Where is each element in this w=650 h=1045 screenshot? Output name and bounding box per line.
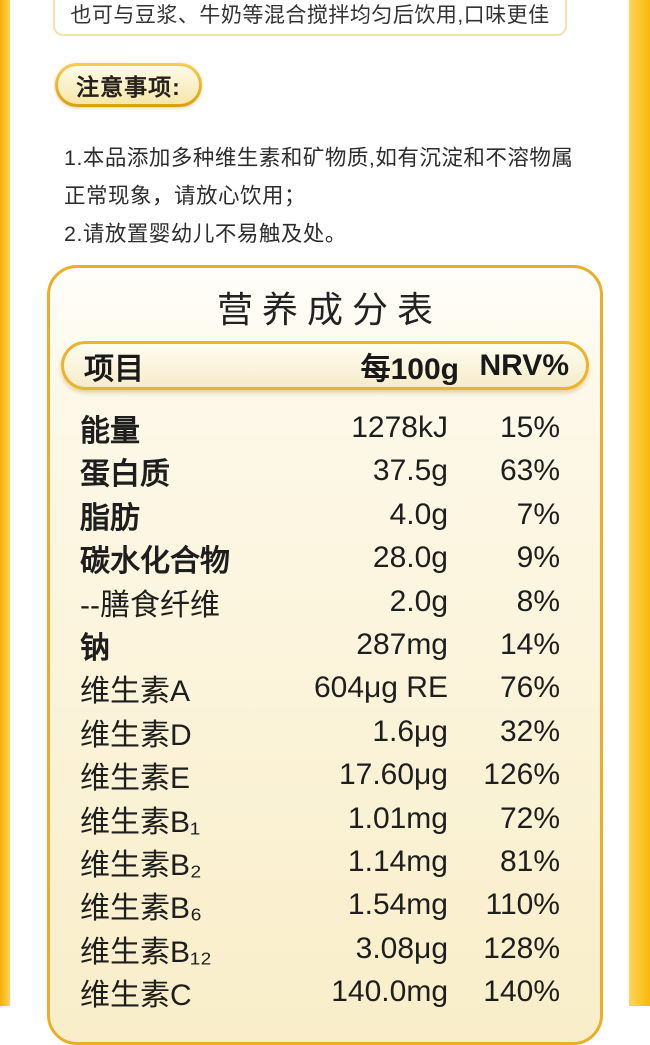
usage-note-card: 也可与豆浆、牛奶等混合搅拌均匀后饮用,口味更佳 bbox=[53, 0, 567, 36]
column-header-nrv: NRV% bbox=[479, 349, 569, 382]
nutrition-table-body: 能量 1278kJ 15% 蛋白质 37.5g 63% 脂肪 4.0g 7% 碳… bbox=[50, 406, 600, 1013]
nutrient-amount: 1.6μg bbox=[372, 714, 448, 748]
notice-line: 1.本品添加多种维生素和矿物质,如有沉淀和不溶物属 bbox=[64, 146, 574, 170]
table-row: 蛋白质 37.5g 63% bbox=[80, 449, 560, 492]
left-yellow-rail bbox=[0, 0, 10, 1006]
nutrient-amount: 287mg bbox=[356, 627, 448, 661]
nutrition-facts-card: 营养成分表 项目 每100g NRV% 能量 1278kJ 15% 蛋白质 37… bbox=[47, 265, 603, 1045]
nutrient-amount: 1278kJ bbox=[351, 411, 448, 444]
nutrient-nrv: 140% bbox=[483, 975, 560, 1009]
nutrient-nrv: 32% bbox=[499, 714, 560, 748]
table-row: 维生素B₂ 1.14mg 81% bbox=[80, 840, 560, 883]
nutrient-name: 维生素D bbox=[80, 718, 192, 752]
nutrient-nrv: 63% bbox=[499, 454, 560, 488]
nutrient-nrv: 7% bbox=[516, 497, 560, 531]
nutrient-name: 维生素B₁ bbox=[80, 805, 201, 839]
nutrient-amount: 17.60μg bbox=[338, 758, 448, 792]
nutrient-nrv: 8% bbox=[516, 584, 560, 618]
table-row: 能量 1278kJ 15% bbox=[80, 406, 560, 449]
nutrient-nrv: 72% bbox=[499, 801, 560, 835]
nutrient-name: 维生素B₁₂ bbox=[80, 935, 212, 969]
table-row: 维生素E 17.60μg 126% bbox=[80, 753, 560, 796]
nutrient-nrv: 81% bbox=[499, 844, 560, 878]
nutrient-name: 能量 bbox=[80, 415, 140, 448]
nutrient-amount: 1.14mg bbox=[347, 844, 448, 878]
nutrient-name: 碳水化合物 bbox=[80, 545, 230, 579]
table-row: 维生素B₁ 1.01mg 72% bbox=[80, 797, 560, 840]
nutrient-name: 维生素B₂ bbox=[80, 848, 202, 882]
nutrient-name: 维生素B₆ bbox=[80, 892, 203, 926]
nutrition-table-header: 项目 每100g NRV% bbox=[61, 341, 589, 390]
nutrient-nrv: 76% bbox=[499, 671, 560, 705]
nutrient-name: --膳食纤维 bbox=[80, 588, 220, 622]
nutrient-name: 维生素C bbox=[80, 979, 192, 1013]
nutrient-name: 蛋白质 bbox=[80, 458, 170, 492]
nutrient-amount: 37.5g bbox=[372, 454, 448, 488]
table-row: 维生素D 1.6μg 32% bbox=[80, 710, 560, 753]
nutrient-amount: 28.0g bbox=[372, 541, 448, 575]
table-row: 碳水化合物 28.0g 9% bbox=[80, 536, 560, 579]
nutrient-name: 钠 bbox=[80, 631, 110, 665]
nutrient-amount: 604μg RE bbox=[313, 671, 448, 705]
nutrient-name: 维生素E bbox=[80, 762, 191, 796]
table-row: 维生素B₆ 1.54mg 110% bbox=[80, 883, 560, 926]
nutrition-table-title: 营养成分表 bbox=[216, 289, 442, 330]
nutrient-amount: 2.0g bbox=[389, 584, 448, 618]
nutrient-nrv: 126% bbox=[483, 758, 560, 792]
table-row: 维生素C 140.0mg 140% bbox=[80, 970, 560, 1013]
table-row: 维生素A 604μg RE 76% bbox=[80, 666, 560, 709]
nutrient-amount: 1.54mg bbox=[347, 888, 448, 922]
nutrient-name: 维生素A bbox=[80, 675, 191, 709]
notice-badge-label: 注意事项: bbox=[58, 66, 199, 104]
nutrient-nrv: 128% bbox=[483, 931, 560, 965]
notice-line: 正常现象，请放心饮用； bbox=[64, 184, 307, 208]
nutrient-nrv: 9% bbox=[516, 541, 560, 575]
table-row: --膳食纤维 2.0g 8% bbox=[80, 580, 560, 623]
nutrient-name: 脂肪 bbox=[80, 501, 140, 535]
nutrient-nrv: 110% bbox=[485, 888, 560, 922]
nutrient-amount: 4.0g bbox=[389, 497, 448, 531]
notice-line: 2.请放置婴幼儿不易触及处。 bbox=[64, 222, 347, 246]
table-row: 钠 287mg 14% bbox=[80, 623, 560, 666]
table-row: 脂肪 4.0g 7% bbox=[80, 493, 560, 536]
nutrient-nrv: 15% bbox=[499, 411, 560, 444]
nutrient-amount: 3.08μg bbox=[355, 931, 448, 965]
nutrient-nrv: 14% bbox=[499, 627, 560, 661]
column-header-item: 项目 bbox=[84, 353, 144, 386]
nutrient-amount: 140.0mg bbox=[331, 975, 448, 1009]
column-header-per100g: 每100g bbox=[360, 353, 459, 386]
table-row: 维生素B₁₂ 3.08μg 128% bbox=[80, 927, 560, 970]
right-yellow-rail bbox=[629, 0, 650, 1006]
usage-note-text: 也可与豆浆、牛奶等混合搅拌均匀后饮用,口味更佳 bbox=[70, 4, 550, 27]
notice-paragraph: 1.本品添加多种维生素和矿物质,如有沉淀和不溶物属 正常现象，请放心饮用； 2.… bbox=[64, 139, 594, 253]
notice-badge: 注意事项: bbox=[55, 63, 202, 107]
nutrient-amount: 1.01mg bbox=[347, 801, 448, 835]
